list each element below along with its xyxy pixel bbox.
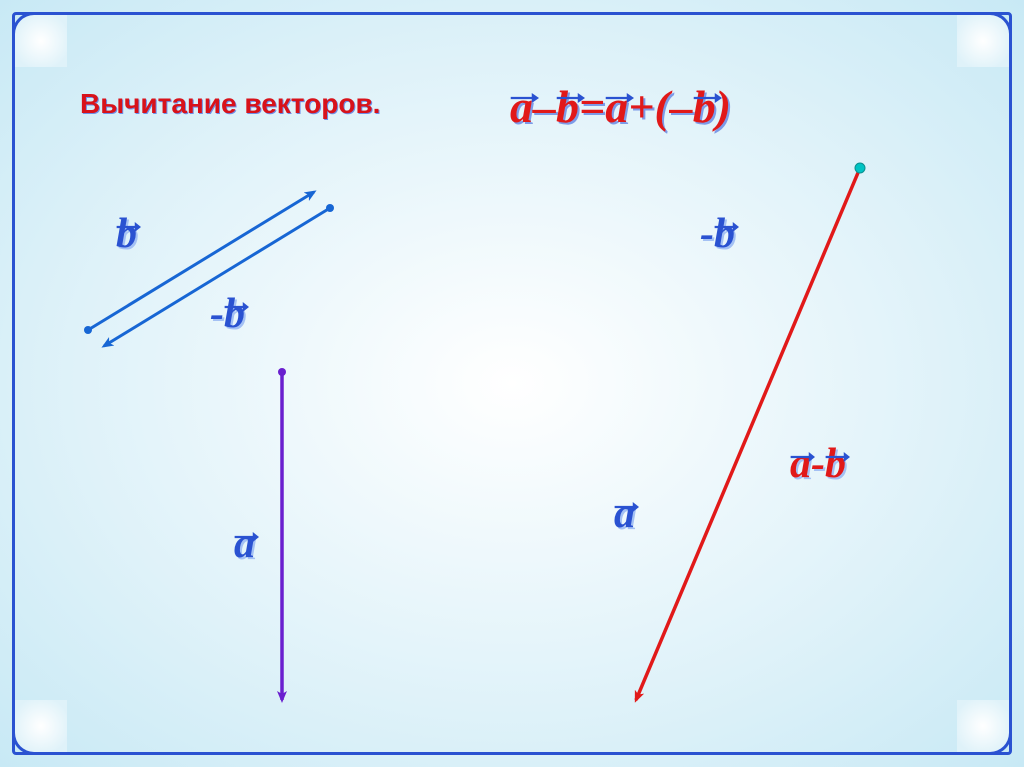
label-vector-a-left: a — [234, 520, 255, 568]
frame-corner-tl — [12, 12, 67, 67]
frame-corner-tr — [957, 12, 1012, 67]
formula-a-minus-b: a – b = a +(–b) — [510, 80, 731, 133]
slide-title: Вычитание векторов. — [80, 88, 380, 120]
label-vector-a-minus-b: a - b — [790, 440, 846, 488]
frame-corner-br — [957, 700, 1012, 755]
label-vector-b: b — [116, 210, 137, 258]
label-vector-neg-b: -b — [210, 290, 245, 338]
label-vector-neg-b-right: -b — [700, 210, 735, 258]
label-vector-a-right: a — [614, 490, 635, 538]
frame-corner-bl — [12, 700, 67, 755]
